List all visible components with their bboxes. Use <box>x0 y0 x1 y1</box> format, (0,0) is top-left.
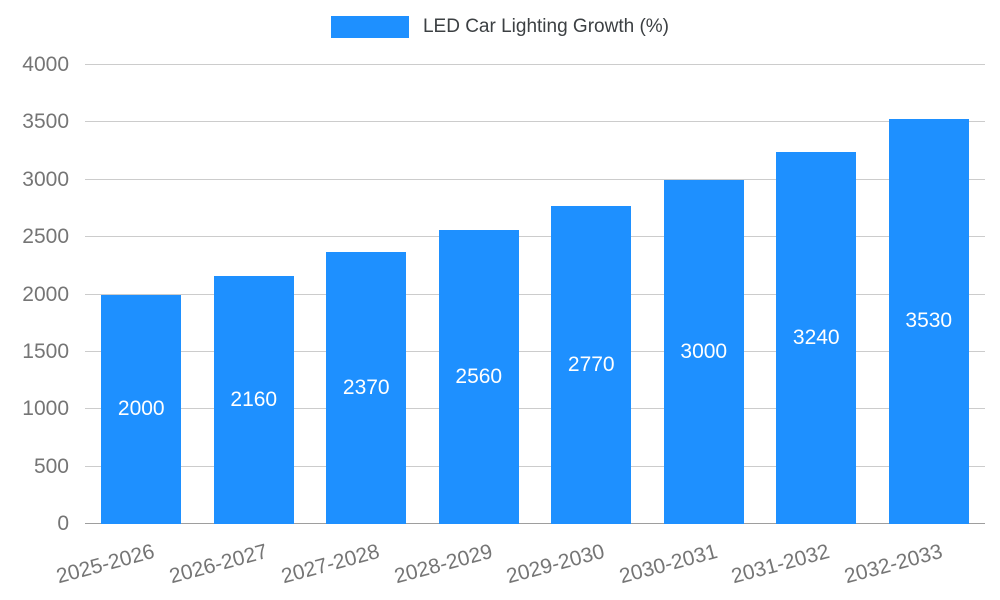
gridline <box>85 465 985 467</box>
y-tick-label: 2500 <box>22 225 69 249</box>
legend-swatch <box>330 16 409 38</box>
bar-value-label: 3530 <box>905 309 953 333</box>
x-axis: 2025-2026 2026-2027 2027-2028 2028-2029 2029… <box>54 530 985 600</box>
bar-value-label: 2560 <box>455 365 503 389</box>
bar-value-label: 2370 <box>342 376 390 400</box>
gridline <box>85 408 985 410</box>
y-tick-label: 2000 <box>22 282 69 306</box>
bar: 3240 <box>776 152 857 524</box>
gridline <box>85 236 985 238</box>
gridline <box>85 121 985 123</box>
y-tick-label: 1000 <box>22 397 69 421</box>
bar-value-label: 2160 <box>230 388 278 412</box>
gridline <box>85 178 985 180</box>
y-tick-label: 4000 <box>22 53 69 76</box>
plot-area: 2000 2160 2370 2560 2770 3000 3240 3530 <box>85 64 985 524</box>
bar-value-label: 3240 <box>792 326 840 350</box>
bar: 2770 <box>551 206 632 524</box>
legend: LED Car Lighting Growth (%) <box>0 16 1000 38</box>
y-tick-label: 1500 <box>22 339 69 363</box>
bar-value-label: 3000 <box>680 339 728 363</box>
x-axis-baseline <box>85 523 985 524</box>
gridline <box>85 350 985 352</box>
y-tick-label: 500 <box>33 454 69 478</box>
y-axis: 0 500 1000 1500 2000 2500 3000 3500 4000 <box>0 53 75 535</box>
bar-value-label: 2000 <box>117 397 165 421</box>
bar: 3530 <box>888 118 969 524</box>
legend-label: LED Car Lighting Growth (%) <box>422 16 670 37</box>
bar: 2370 <box>326 252 407 524</box>
gridline <box>85 293 985 295</box>
bar: 2160 <box>213 276 294 524</box>
bar: 2560 <box>438 230 519 524</box>
gridline <box>85 64 985 65</box>
bar: 2000 <box>101 294 182 524</box>
y-tick-label: 3000 <box>22 167 69 191</box>
y-tick-label: 3500 <box>22 110 69 134</box>
bar-value-label: 2770 <box>567 353 615 377</box>
y-tick-label: 0 <box>57 512 69 535</box>
bar: 3000 <box>663 179 744 524</box>
